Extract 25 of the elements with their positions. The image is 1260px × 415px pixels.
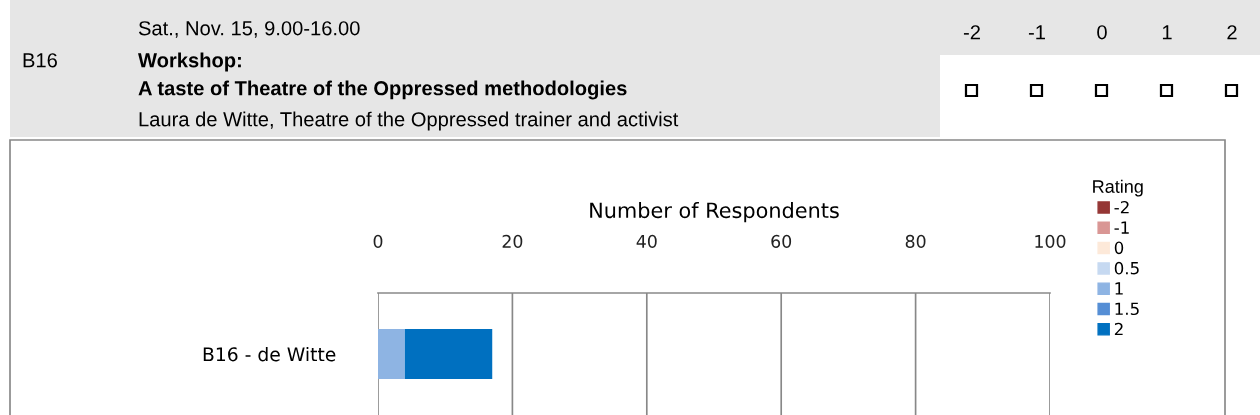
text: -2 <box>963 25 980 40</box>
legend-label: 1.5 <box>1115 302 1139 316</box>
legend-label: -2 <box>1114 200 1129 214</box>
text: 2 <box>1227 25 1237 40</box>
y-tick-label: B16 - de Witte <box>203 346 336 362</box>
legend-title: Rating <box>1093 179 1143 197</box>
legend-label: 2 <box>1114 322 1123 336</box>
text: Workshop: <box>138 52 241 72</box>
legend-label: 0.5 <box>1114 261 1139 275</box>
x-tick-label: 40 <box>636 234 657 248</box>
legend-label: 1 <box>1115 282 1123 295</box>
x-tick-label: 100 <box>1035 234 1066 248</box>
x-tick-label: 80 <box>905 234 926 248</box>
x-tick-label: 20 <box>502 234 523 248</box>
text: Laura de Witte, Theatre of the Oppressed trainer and activist <box>139 111 679 131</box>
text: B16 <box>23 53 57 68</box>
text: 0 <box>1097 25 1107 40</box>
x-tick-label: 0 <box>373 234 383 248</box>
x-tick-label: 60 <box>771 234 792 248</box>
text: A taste of Theatre of the Oppressed methodologies <box>138 80 627 100</box>
text: 1 <box>1162 25 1172 40</box>
text: -1 <box>1028 25 1045 40</box>
text: Sat., Nov. 15, 9.00-16.00 <box>138 21 360 38</box>
x-axis-title: Number of Respondents <box>590 202 839 223</box>
legend-label: -1 <box>1114 221 1129 234</box>
